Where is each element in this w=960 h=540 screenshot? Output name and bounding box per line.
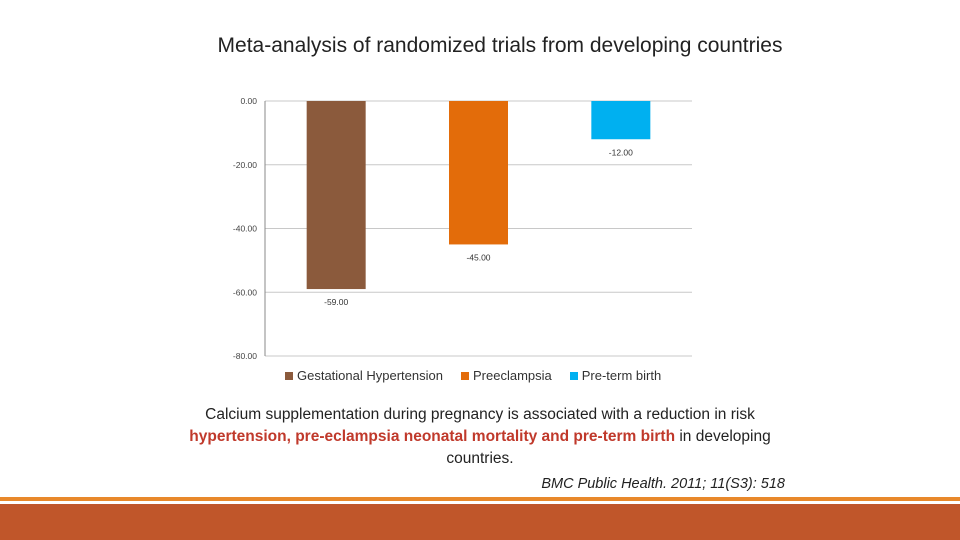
y-tick-label: -80.00	[233, 351, 257, 361]
bar-preeclampsia	[449, 101, 508, 245]
legend-item-pre-term-birth: Pre-term birth	[569, 368, 662, 383]
data-label: -59.00	[324, 297, 348, 307]
y-tick-label: -40.00	[233, 224, 257, 234]
footer-accent-line	[0, 497, 960, 501]
legend-swatch	[569, 371, 578, 380]
legend-swatch	[460, 371, 469, 380]
citation: BMC Public Health. 2011; 11(S3): 518	[541, 476, 785, 492]
chart-legend: Gestational Hypertension Preeclampsia Pr…	[285, 368, 679, 383]
data-label: -45.00	[466, 252, 490, 262]
y-tick-label: -20.00	[233, 160, 257, 170]
data-label: -12.00	[609, 147, 633, 157]
y-tick-label: -60.00	[233, 287, 257, 297]
legend-label: Gestational Hypertension	[297, 368, 443, 383]
caption-tail: in developing countries.	[446, 428, 771, 467]
bar-pre-term-birth	[591, 101, 651, 140]
chart-title: Meta-analysis of randomized trials from …	[217, 34, 783, 57]
legend-item-gestational-hypertension: Gestational Hypertension	[285, 368, 443, 383]
y-tick-label: 0.00	[240, 96, 257, 106]
footer-band	[0, 504, 960, 540]
legend-label: Preeclampsia	[472, 368, 552, 383]
legend-label: Pre-term birth	[581, 368, 662, 383]
bar-chart: 0.00 -20.00 -40.00 -60.00 -80.00 -59.00 -45.0…	[233, 96, 692, 361]
legend-swatch	[285, 371, 293, 380]
caption-text: Calcium supplementation during pregnancy…	[160, 404, 800, 470]
legend-item-preeclampsia: Preeclampsia	[460, 368, 552, 383]
caption-line1: Calcium supplementation during pregnancy…	[205, 406, 755, 423]
caption-highlight: hypertension, pre-eclampsia neonatal mor…	[189, 428, 676, 445]
bar-gestational-hypertension	[306, 101, 366, 290]
